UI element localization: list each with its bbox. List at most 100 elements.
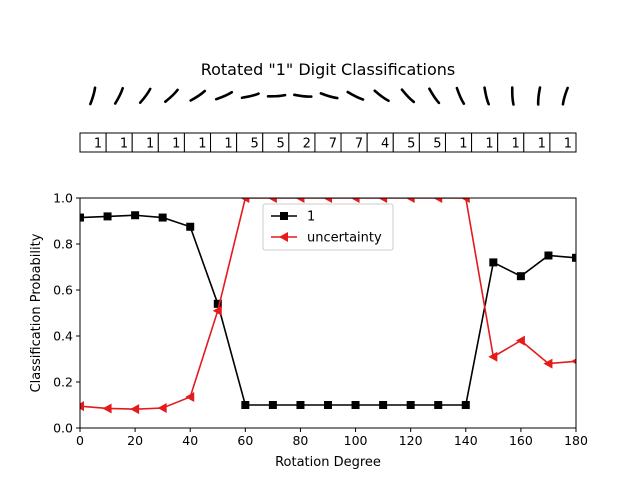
data-point xyxy=(379,401,388,409)
y-axis-label: Classification Probability xyxy=(29,233,44,392)
data-point xyxy=(241,401,250,409)
legend-marker xyxy=(280,212,288,220)
rotated-digit-one-icon xyxy=(266,93,287,98)
data-point xyxy=(102,403,112,414)
x-tick-label: 100 xyxy=(344,433,368,448)
rotated-digit-one-icon xyxy=(138,87,152,104)
data-point xyxy=(350,198,360,203)
chart-title: Rotated "1" Digit Classifications xyxy=(201,60,456,79)
x-axis-ticks: 0 20 40 60 80 100 120 140 160 180 xyxy=(76,428,588,448)
data-point xyxy=(80,213,84,222)
prediction-label: 1 xyxy=(120,137,128,152)
rotated-digit-one-icon xyxy=(561,86,569,106)
rotated-digit-one-icon xyxy=(455,86,466,105)
prediction-label: 7 xyxy=(355,137,363,152)
data-point xyxy=(103,212,112,221)
y-tick-label: 0.2 xyxy=(53,375,73,390)
prediction-label: 1 xyxy=(459,137,467,152)
series-one xyxy=(80,211,576,409)
data-point xyxy=(186,222,195,231)
prediction-label: 5 xyxy=(250,137,258,152)
data-point xyxy=(543,358,553,369)
data-point xyxy=(158,213,167,222)
prediction-label: 1 xyxy=(146,137,154,152)
x-tick-label: 80 xyxy=(292,433,308,448)
prediction-cell xyxy=(549,132,577,153)
rotated-digit-one-icon xyxy=(373,89,390,103)
legend-entry: 1 xyxy=(271,210,315,225)
x-tick-label: 60 xyxy=(237,433,253,448)
prediction-label: 5 xyxy=(433,137,441,152)
data-point xyxy=(433,198,443,203)
prediction-label: 1 xyxy=(512,137,520,152)
axes-frame xyxy=(79,197,577,429)
prediction-label: 1 xyxy=(198,137,206,152)
prediction-label: 1 xyxy=(172,137,180,152)
rotated-digit-one-icon xyxy=(240,92,260,100)
data-point xyxy=(406,401,415,409)
rotated-digit-one-icon xyxy=(319,92,339,100)
data-point xyxy=(378,198,388,203)
data-point xyxy=(460,198,470,203)
rotated-digit-one-icon xyxy=(346,90,365,101)
x-tick-label: 0 xyxy=(76,433,84,448)
data-point xyxy=(185,391,195,402)
y-tick-label: 0.6 xyxy=(53,283,73,298)
data-point xyxy=(461,401,470,409)
prediction-label: 5 xyxy=(407,137,415,152)
rotated-digit-one-icon xyxy=(164,88,179,103)
x-tick-label: 140 xyxy=(454,433,478,448)
rotated-digit-one-icon xyxy=(483,86,490,106)
data-point xyxy=(296,401,305,409)
x-tick-label: 160 xyxy=(509,433,533,448)
y-tick-label: 0.0 xyxy=(53,421,73,436)
rotated-digit-one-icon xyxy=(113,86,124,105)
legend-entry: uncertainty xyxy=(271,231,382,246)
data-point xyxy=(571,358,576,365)
data-point xyxy=(489,258,498,267)
series-uncertainty xyxy=(80,198,576,415)
data-point xyxy=(213,299,222,308)
series-layer xyxy=(80,198,576,415)
rotated-digit-one-icon xyxy=(428,87,441,105)
y-axis-ticks: 0.0 0.2 0.4 0.6 0.8 1.0 xyxy=(53,191,80,436)
prediction-label: 2 xyxy=(303,137,311,152)
plot-area: 0 20 40 60 80 100 120 140 160 180 0.0 0.2 0.4 0.6 0.8… xyxy=(29,191,588,471)
x-axis-label: Rotation Degree xyxy=(275,455,381,470)
legend: 1 uncertainty xyxy=(262,203,394,251)
x-tick-label: 120 xyxy=(399,433,423,448)
prediction-table: 1 1 1 1 1 1 5 5 2 7 7 4 5 5 1 1 1 1 1 xyxy=(79,132,577,153)
legend-marker xyxy=(279,232,288,242)
data-point xyxy=(240,198,250,203)
data-point xyxy=(572,253,576,262)
rotated-digit-one-icon xyxy=(89,86,97,106)
prediction-label: 1 xyxy=(538,137,546,152)
prediction-label: 1 xyxy=(564,137,572,152)
data-point xyxy=(131,211,140,220)
rotated-digit-one-icon xyxy=(510,86,515,106)
data-point xyxy=(212,305,222,316)
prediction-label: 7 xyxy=(329,137,337,152)
prediction-label: 1 xyxy=(94,137,102,152)
data-point xyxy=(324,401,332,409)
rotated-digit-one-icon xyxy=(189,89,207,102)
data-point xyxy=(267,198,277,203)
data-point xyxy=(488,351,498,362)
data-point xyxy=(130,404,140,415)
y-tick-label: 0.8 xyxy=(53,237,73,252)
rotated-digit-one-icon xyxy=(400,88,416,104)
y-tick-label: 1.0 xyxy=(53,191,73,206)
prediction-label: 1 xyxy=(224,137,232,152)
data-point xyxy=(515,335,525,346)
data-point xyxy=(323,198,332,203)
data-point xyxy=(80,401,84,412)
legend-label: 1 xyxy=(307,210,315,225)
data-point xyxy=(268,401,277,409)
x-tick-label: 180 xyxy=(564,433,588,448)
legend-label: uncertainty xyxy=(307,231,382,246)
rotated-digit-one-icon xyxy=(536,86,542,106)
x-tick-label: 20 xyxy=(127,433,143,448)
data-point xyxy=(295,198,305,203)
